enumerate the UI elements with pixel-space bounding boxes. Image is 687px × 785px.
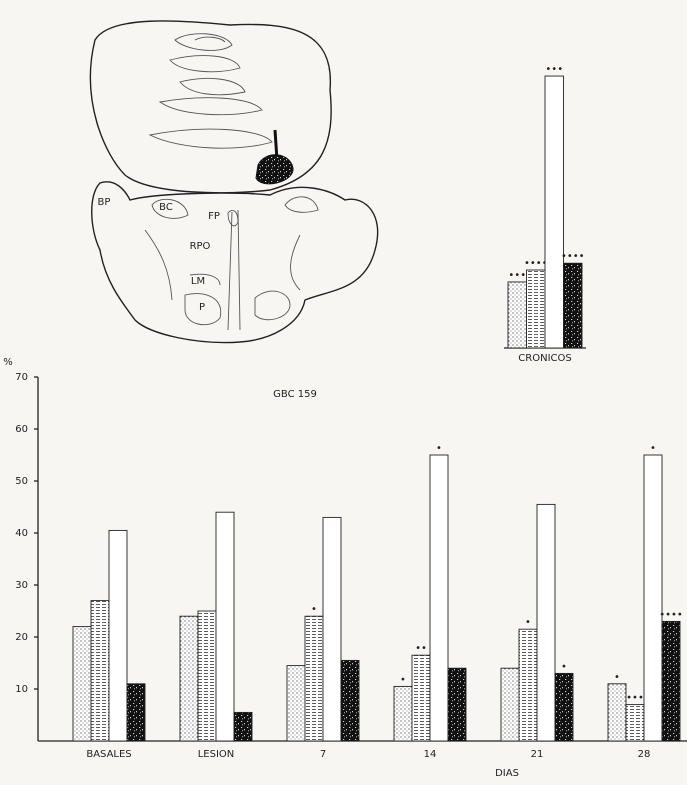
bar	[555, 673, 573, 741]
x-axis-label: DIAS	[495, 768, 519, 779]
bar	[545, 76, 564, 348]
bar	[341, 660, 359, 741]
bar	[608, 684, 626, 741]
y-tick-label: 70	[15, 372, 28, 383]
diagram-label: P	[199, 302, 205, 313]
significance-marker: ••••	[524, 258, 548, 269]
bar	[537, 504, 555, 741]
bar	[564, 263, 583, 348]
bar	[287, 666, 305, 741]
y-tick-label: 60	[15, 424, 28, 435]
significance-marker: ••••	[561, 251, 585, 262]
y-tick-label: 30	[15, 580, 28, 591]
x-tick-label: 14	[424, 749, 437, 760]
bar	[662, 621, 680, 741]
bar	[109, 530, 127, 741]
y-tick-label: 20	[15, 632, 28, 643]
y-axis-label: %	[3, 357, 13, 368]
diagram-label: BC	[159, 202, 173, 213]
bar	[305, 616, 323, 741]
x-tick-label: 21	[531, 749, 544, 760]
bar	[323, 517, 341, 741]
bar	[644, 455, 662, 741]
significance-marker: •	[436, 443, 442, 454]
x-tick-label: LESION	[198, 749, 235, 760]
significance-marker: •••	[508, 270, 526, 281]
significance-marker: ••••	[659, 609, 683, 620]
significance-marker: ••	[415, 643, 427, 654]
x-tick-label: BASALES	[86, 749, 131, 760]
y-tick-label: 40	[15, 528, 28, 539]
bar	[216, 512, 234, 741]
bar	[430, 455, 448, 741]
y-tick-label: 10	[15, 684, 28, 695]
significance-marker: •••	[545, 64, 563, 75]
diagram-label: RPO	[190, 241, 211, 252]
bar	[91, 601, 109, 741]
y-tick-label: 50	[15, 476, 28, 487]
significance-marker: •••	[626, 693, 644, 704]
chart-title: GBC 159	[273, 389, 317, 400]
significance-marker: •	[400, 674, 406, 685]
inset-chart: CRONICOS••••••••••••••	[504, 64, 586, 364]
bar	[412, 655, 430, 741]
bar	[508, 282, 527, 348]
bar	[519, 629, 537, 741]
bar	[180, 616, 198, 741]
bar	[448, 668, 466, 741]
x-tick-label: CRONICOS	[518, 353, 571, 364]
bar	[394, 686, 412, 741]
diagram-label: FP	[208, 211, 220, 222]
bar	[198, 611, 216, 741]
bar	[127, 684, 145, 741]
significance-marker: •	[614, 672, 620, 683]
significance-marker: •	[650, 443, 656, 454]
figure: BP BC FP RPO LM P 10 20 30 40 50 60 70 BASALES LESION…	[0, 0, 687, 781]
diagram-label: LM	[191, 276, 205, 287]
bar	[626, 705, 644, 741]
bar	[501, 668, 519, 741]
x-tick-label: 28	[638, 749, 651, 760]
brain-drawing	[90, 21, 377, 343]
significance-marker: •	[311, 604, 317, 615]
diagram-label: BP	[98, 197, 111, 208]
x-tick-label: 7	[320, 749, 326, 760]
significance-marker: •	[525, 617, 531, 628]
significance-marker: •	[561, 661, 567, 672]
bar	[234, 712, 252, 741]
bar	[527, 270, 546, 348]
bar	[73, 627, 91, 741]
